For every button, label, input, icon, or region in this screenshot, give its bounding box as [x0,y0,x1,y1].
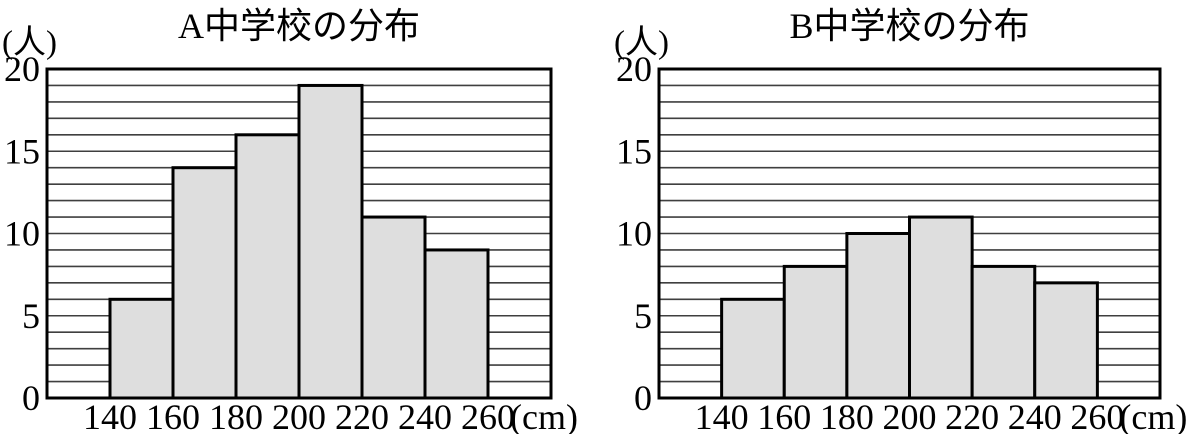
chart-title: A中学校の分布 [178,6,420,46]
plot-border [45,67,553,400]
bar-200-220 [297,83,364,400]
bar-200-220 [908,215,974,400]
y-axis-unit-label: (人) [2,25,57,61]
bar-240-260 [423,248,490,400]
x-axis-unit-label: (cm) [1119,397,1187,434]
chart-title: B中学校の分布 [789,6,1029,46]
x-tick-label-200: 200 [272,397,326,434]
y-tick-label-20: 20 [4,49,40,89]
y-tick-label-10: 10 [4,214,40,254]
x-tick-label-260: 260 [1070,397,1124,434]
bar-220-240 [360,215,427,400]
x-tick-label-140: 140 [83,397,137,434]
bar-180-200 [234,133,301,400]
x-tick-label-220: 220 [335,397,389,434]
y-tick-label-15: 15 [4,131,40,171]
x-tick-label-180: 180 [820,397,874,434]
x-axis-unit-label: (cm) [510,397,578,434]
chart-b-histogram: B中学校の分布 (人) 0 5 10 15 20 140 160 180 200 220 240 260(… [614,6,1187,434]
bar-240-260 [1033,281,1099,400]
x-tick-label-180: 180 [209,397,263,434]
bar-180-200 [845,232,912,400]
plot-border [657,67,1162,400]
y-tick-label-15: 15 [616,131,652,171]
bar-160-180 [171,166,238,400]
x-tick-label-140: 140 [695,397,749,434]
x-tick-label-240: 240 [398,397,452,434]
x-tick-label-160: 160 [146,397,200,434]
x-tick-label-260: 260 [461,397,515,434]
y-tick-label-0: 0 [22,378,40,418]
x-tick-label-160: 160 [757,397,811,434]
bar-220-240 [970,264,1037,400]
chart-a-histogram: A中学校の分布 (人) 0 5 10 15 20 140 160 180 200 220 240 260(… [2,6,578,434]
bar-140-160 [720,297,786,400]
x-tick-label-240: 240 [1008,397,1062,434]
y-tick-label-20: 20 [616,49,652,89]
x-tick-label-200: 200 [883,397,937,434]
bar-140-160 [108,297,175,400]
y-tick-label-5: 5 [634,296,652,336]
y-tick-label-5: 5 [22,296,40,336]
bar-160-180 [782,264,849,400]
x-tick-label-220: 220 [945,397,999,434]
y-tick-label-10: 10 [616,214,652,254]
y-axis-unit-label: (人) [614,25,669,61]
y-tick-label-0: 0 [634,378,652,418]
